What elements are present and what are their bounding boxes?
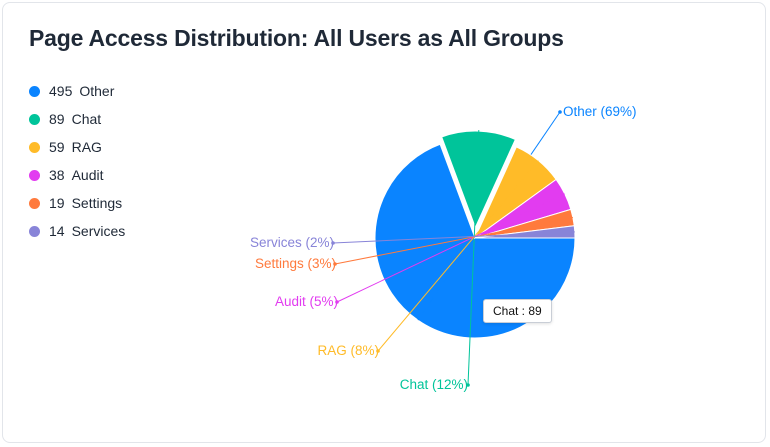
legend-count: 14 xyxy=(49,223,65,239)
legend-item-chat[interactable]: 89 Chat xyxy=(29,105,125,133)
legend-item-settings[interactable]: 19 Settings xyxy=(29,189,125,217)
leader-line-rag xyxy=(377,160,539,352)
leader-line-audit xyxy=(336,193,565,303)
legend-dot-other xyxy=(29,85,40,97)
leader-dot-chat xyxy=(466,383,470,387)
leader-dot-services xyxy=(331,241,335,245)
leader-dot-other xyxy=(558,110,562,114)
leader-line-services xyxy=(332,231,575,244)
legend-count: 89 xyxy=(49,111,65,127)
legend-item-rag[interactable]: 59 RAG xyxy=(29,133,125,161)
legend-label: Chat xyxy=(71,111,102,127)
data-label-settings: Settings (3%) xyxy=(255,256,336,271)
leader-dot-rag xyxy=(376,349,380,353)
legend-label: Settings xyxy=(71,195,123,211)
chart-tooltip: Chat : 89 xyxy=(483,299,552,323)
legend-label: RAG xyxy=(71,139,102,155)
legend-item-other[interactable]: 495 Other xyxy=(29,77,125,105)
data-label-rag: RAG (8%) xyxy=(317,343,379,358)
data-label-services: Services (2%) xyxy=(250,235,334,250)
leader-dot-audit xyxy=(335,300,339,304)
pie-slice-chat[interactable] xyxy=(438,128,519,234)
legend-label: Other xyxy=(79,83,115,99)
legend-dot-audit xyxy=(29,169,40,181)
legend-item-audit[interactable]: 38 Audit xyxy=(29,161,125,189)
legend-dot-services xyxy=(29,225,40,237)
legend: 495 Other 89 Chat 59 RAG 38 Audit 19 Set… xyxy=(29,77,125,245)
legend-label: Audit xyxy=(71,167,104,183)
legend-dot-rag xyxy=(29,141,40,153)
legend-dot-chat xyxy=(29,113,40,125)
legend-count: 495 xyxy=(49,83,73,99)
data-label-audit: Audit (5%) xyxy=(275,294,338,309)
legend-count: 19 xyxy=(49,195,65,211)
data-label-chat: Chat (12%) xyxy=(400,377,468,392)
data-label-other: Other (69%) xyxy=(563,104,637,119)
legend-label: Services xyxy=(71,223,126,239)
leader-line-settings xyxy=(334,216,573,265)
leader-dot-settings xyxy=(333,262,337,266)
legend-count: 38 xyxy=(49,167,65,183)
leader-line-chat xyxy=(467,130,480,386)
chart-title: Page Access Distribution: All Users as A… xyxy=(29,25,564,51)
chart-card: Page Access Distribution: All Users as A… xyxy=(2,2,766,443)
legend-dot-settings xyxy=(29,197,40,209)
legend-count: 59 xyxy=(49,139,65,155)
legend-item-services[interactable]: 14 Services xyxy=(29,217,125,245)
